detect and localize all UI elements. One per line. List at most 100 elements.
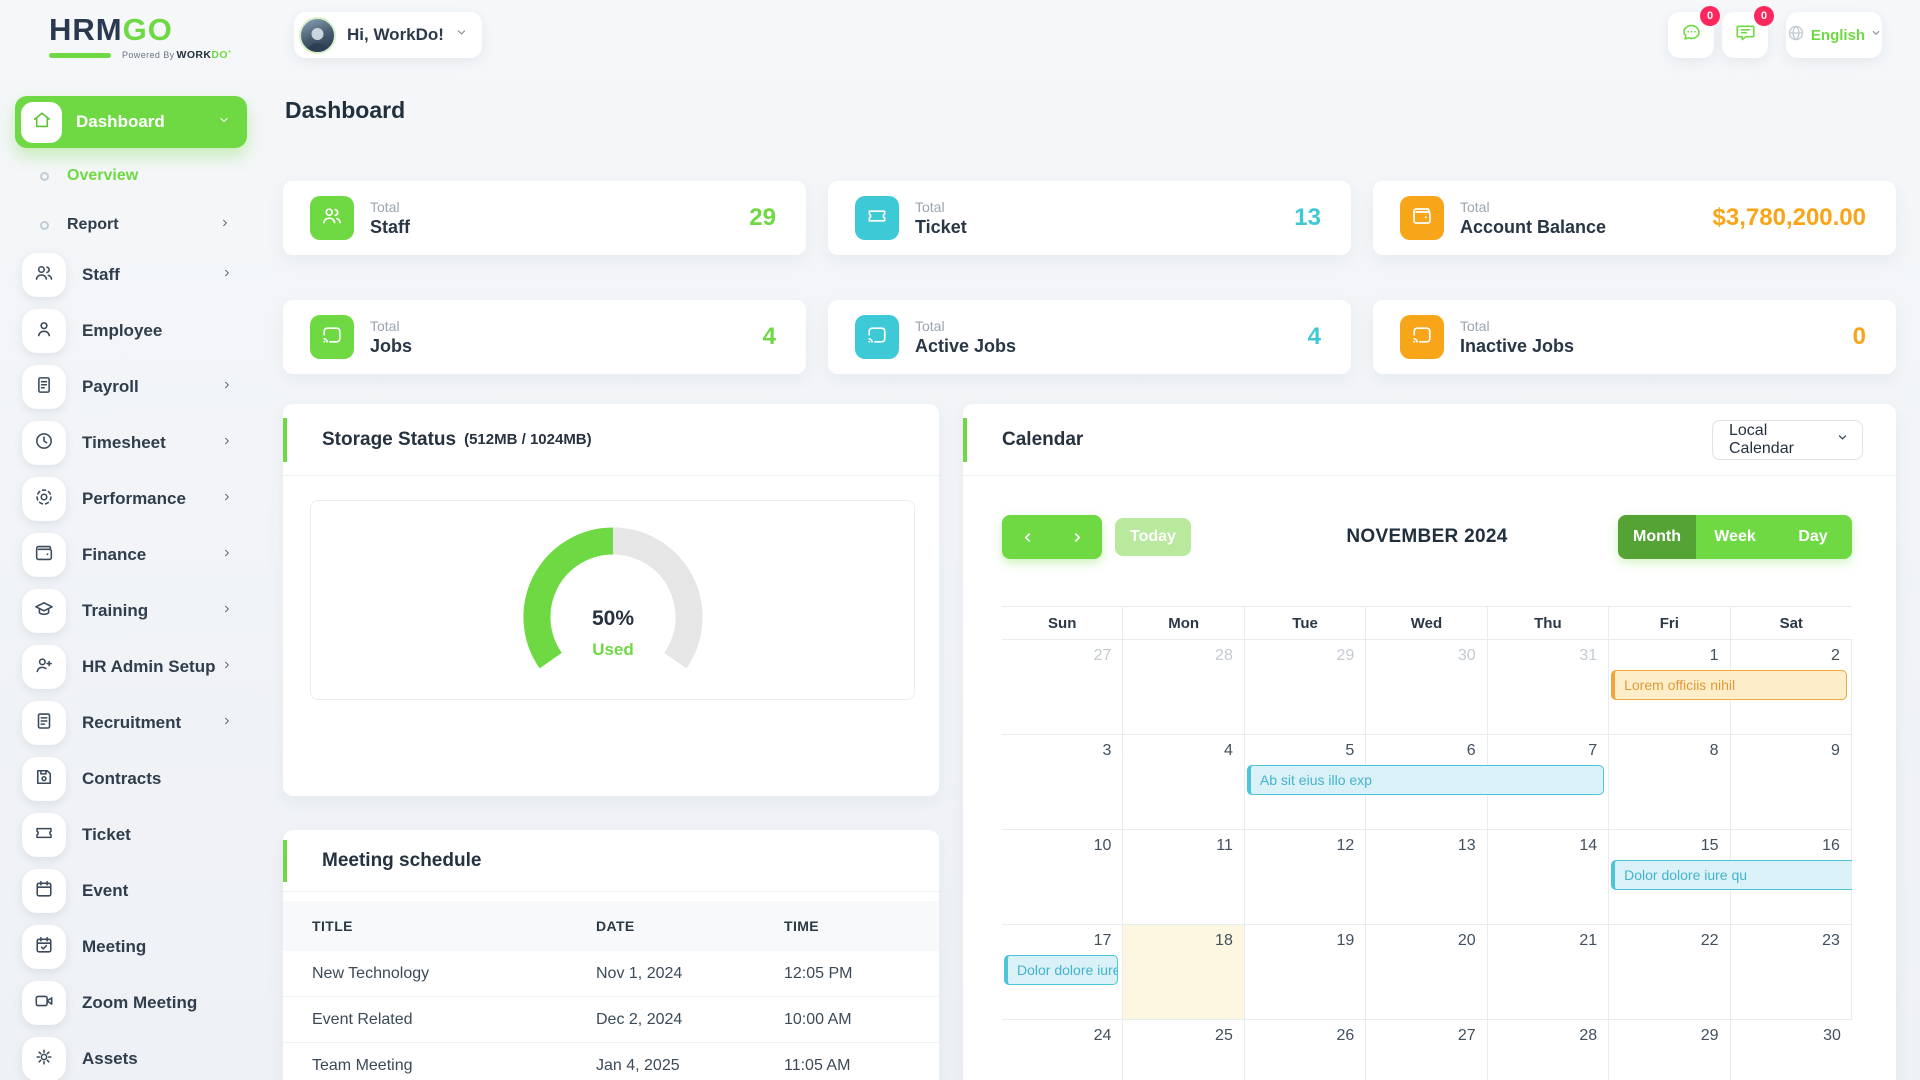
language-selector[interactable]: English xyxy=(1786,12,1882,58)
calendar-day-28[interactable]: 28 xyxy=(1488,1020,1610,1080)
calendar-event[interactable]: Ab sit eius illo exp xyxy=(1246,765,1605,795)
language-label: English xyxy=(1810,26,1866,44)
calendar-day-30[interactable]: 30 xyxy=(1366,640,1488,734)
calendar-event[interactable]: Dolor dolore iure xyxy=(1004,955,1119,985)
calendar-day-13[interactable]: 13 xyxy=(1366,830,1488,924)
calendar-day-21[interactable]: 21 xyxy=(1488,925,1610,1019)
sidebar-item-recruitment[interactable]: Recruitment xyxy=(15,695,247,751)
calendar-day-27[interactable]: 27 xyxy=(1002,640,1124,734)
calendar-card: Calendar Local Calendar NOVEMBER 2024 To… xyxy=(963,404,1896,1080)
sidebar-item-label: Performance xyxy=(82,489,186,508)
today-button[interactable]: Today xyxy=(1115,518,1191,556)
stat-label: Inactive Jobs xyxy=(1460,335,1575,356)
clock-icon xyxy=(33,430,55,457)
user-plus-icon xyxy=(33,654,55,681)
sidebar-item-performance[interactable]: Performance xyxy=(15,471,247,527)
calendar-day-28[interactable]: 28 xyxy=(1123,640,1245,734)
ticket-icon xyxy=(33,822,55,849)
next-month-button[interactable] xyxy=(1052,515,1102,559)
sidebar-item-assets[interactable]: Assets xyxy=(15,1031,247,1080)
sidebar-item-training[interactable]: Training xyxy=(15,583,247,639)
users-icon xyxy=(33,262,55,289)
calendar-day-18[interactable]: 18 xyxy=(1123,925,1245,1019)
sidebar-item-label: Ticket xyxy=(82,825,131,844)
calendar-day-19[interactable]: 19 xyxy=(1245,925,1367,1019)
contract-icon xyxy=(33,766,55,793)
calendar-day-27[interactable]: 27 xyxy=(1366,1020,1488,1080)
stat-value: 4 xyxy=(762,323,776,350)
calendar-day-30[interactable]: 30 xyxy=(1823,1027,1841,1044)
calendar-day-9[interactable]: 9 xyxy=(1731,735,1852,829)
sidebar-item-meeting[interactable]: Meeting xyxy=(15,919,247,975)
sidebar-item-dashboard[interactable]: Dashboard xyxy=(15,96,247,148)
calendar-day-31[interactable]: 31 xyxy=(1488,640,1610,734)
stat-label: Active Jobs xyxy=(915,335,1017,356)
cast-icon xyxy=(320,323,344,352)
meeting-title: Event Related xyxy=(312,1010,413,1028)
sidebar-item-contracts[interactable]: Contracts xyxy=(15,751,247,807)
stat-prefix: Total xyxy=(1460,198,1490,215)
calendar-day-10[interactable]: 10 xyxy=(1002,830,1124,924)
chevron-right-icon xyxy=(221,658,233,676)
calendar-day-4[interactable]: 4 xyxy=(1123,735,1245,829)
sidebar-item-report[interactable]: Report xyxy=(15,211,247,239)
sidebar-item-event[interactable]: Event xyxy=(15,863,247,919)
calendar-icon xyxy=(33,878,55,905)
stat-value: 29 xyxy=(749,204,776,231)
sidebar-item-timesheet[interactable]: Timesheet xyxy=(15,415,247,471)
calendar-day-7[interactable]: 7 xyxy=(1488,735,1610,829)
home-icon xyxy=(31,109,53,136)
sidebar-item-employee[interactable]: Employee xyxy=(15,303,247,359)
sidebar-item-ticket[interactable]: Ticket xyxy=(15,807,247,863)
calendar-day-24[interactable]: 24 xyxy=(1002,1020,1124,1080)
user-menu[interactable]: Hi, WorkDo! xyxy=(294,12,482,58)
logo-underline xyxy=(49,52,111,58)
calendar-day-3[interactable]: 3 xyxy=(1002,735,1124,829)
calendar-day-17[interactable]: 17 xyxy=(1002,925,1124,1019)
calendar-day-29[interactable]: 29 xyxy=(1609,1020,1731,1080)
stat-value: 4 xyxy=(1307,323,1321,350)
calendar-toolbar: NOVEMBER 2024 Today Month Week Day xyxy=(1002,514,1852,560)
calendar-day-29[interactable]: 29 xyxy=(1245,640,1367,734)
calendar-day-22[interactable]: 22 xyxy=(1609,925,1731,1019)
calendar-day-25[interactable]: 25 xyxy=(1123,1020,1245,1080)
stat-label: Account Balance xyxy=(1460,216,1607,237)
sidebar-item-staff[interactable]: Staff xyxy=(15,247,247,303)
view-week-button[interactable]: Week xyxy=(1696,515,1774,559)
storage-title: Storage Status xyxy=(322,428,457,450)
calendar-day-26[interactable]: 26 xyxy=(1245,1020,1367,1080)
sidebar-item-label: Meeting xyxy=(82,937,147,956)
accent-bar xyxy=(283,418,287,462)
calendar-event[interactable]: Lorem officiis nihil xyxy=(1611,670,1847,700)
sidebar-item-finance[interactable]: Finance xyxy=(15,527,247,583)
stat-card-jobs: Total Jobs 4 xyxy=(283,300,806,374)
messages-button[interactable]: 0 xyxy=(1722,6,1774,58)
chevron-right-icon xyxy=(221,434,233,452)
brand-logo[interactable]: HRMGO Powered By WORKDO* xyxy=(49,14,231,61)
cast-icon xyxy=(865,323,889,352)
sidebar-item-overview[interactable]: Overview xyxy=(15,162,247,190)
calendar-day-14[interactable]: 14 xyxy=(1488,830,1610,924)
storage-used-label: Used xyxy=(592,640,634,659)
day-header-mon: Mon xyxy=(1123,607,1245,639)
calendar-event[interactable]: Dolor dolore iure qu xyxy=(1611,860,1852,890)
sidebar-item-payroll[interactable]: Payroll xyxy=(15,359,247,415)
storage-gauge: 50% Used xyxy=(310,500,915,700)
calendar-day-11[interactable]: 11 xyxy=(1123,830,1245,924)
calendar-day-12[interactable]: 12 xyxy=(1245,830,1367,924)
chevron-right-icon xyxy=(221,714,233,732)
prev-month-button[interactable] xyxy=(1002,515,1052,559)
sidebar-item-zoom-meeting[interactable]: Zoom Meeting xyxy=(15,975,247,1031)
view-month-button[interactable]: Month xyxy=(1618,515,1696,559)
meeting-title: Team Meeting xyxy=(312,1056,413,1074)
sidebar-item-hr-admin-setup[interactable]: HR Admin Setup xyxy=(15,639,247,695)
sidebar-item-label: Dashboard xyxy=(76,112,165,131)
calendar-day-20[interactable]: 20 xyxy=(1366,925,1488,1019)
globe-icon xyxy=(1786,23,1806,48)
chat-button[interactable]: 0 xyxy=(1668,6,1720,58)
view-day-button[interactable]: Day xyxy=(1774,515,1852,559)
calendar-day-2[interactable]: 2 xyxy=(1731,640,1852,734)
calendar-source-select[interactable]: Local Calendar xyxy=(1712,419,1863,460)
calendar-day-23[interactable]: 23 xyxy=(1731,925,1852,1019)
calendar-day-8[interactable]: 8 xyxy=(1609,735,1731,829)
